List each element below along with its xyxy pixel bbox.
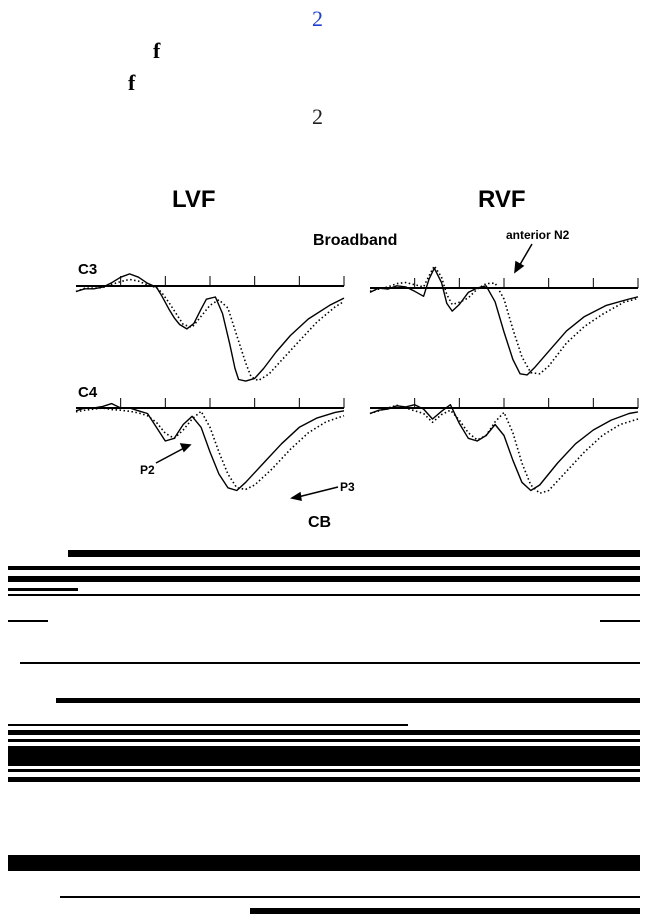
column-title-lvf: LVF (172, 186, 216, 213)
arrow-p2 (155, 446, 187, 464)
waveform-dotted-c3-rvf (369, 265, 639, 375)
waveform-dotted-c4-lvf (75, 407, 345, 491)
waveform-solid-c3-rvf (369, 267, 639, 376)
scan-artifact (8, 550, 640, 914)
condition-label-broadband: Broadband (313, 232, 398, 249)
channel-label-c3: C3 (78, 261, 98, 278)
arrow-p3 (297, 486, 339, 498)
channel-label-c4: C4 (78, 384, 98, 401)
waveform-dotted-c3-lvf (75, 278, 345, 382)
number-2-black: 2 (312, 104, 323, 129)
column-title-rvf: RVF (478, 186, 526, 213)
glyph-f-second: f (128, 70, 136, 95)
waveform-solid-c4-rvf (369, 404, 639, 492)
glyph-f: f (153, 38, 161, 63)
waveform-solid-c4-lvf (75, 402, 345, 492)
condition-label-cb: CB (308, 514, 332, 531)
annotation-arrows (155, 243, 533, 501)
annotation-p3: P3 (340, 480, 355, 494)
waveform-dotted-c4-rvf (369, 404, 639, 495)
annotation-anterior-n2: anterior N2 (506, 228, 570, 242)
annotation-p2: P2 (140, 463, 155, 477)
number-2-blue: 2 (312, 6, 323, 31)
waveform-solid-c3-lvf (75, 273, 345, 382)
